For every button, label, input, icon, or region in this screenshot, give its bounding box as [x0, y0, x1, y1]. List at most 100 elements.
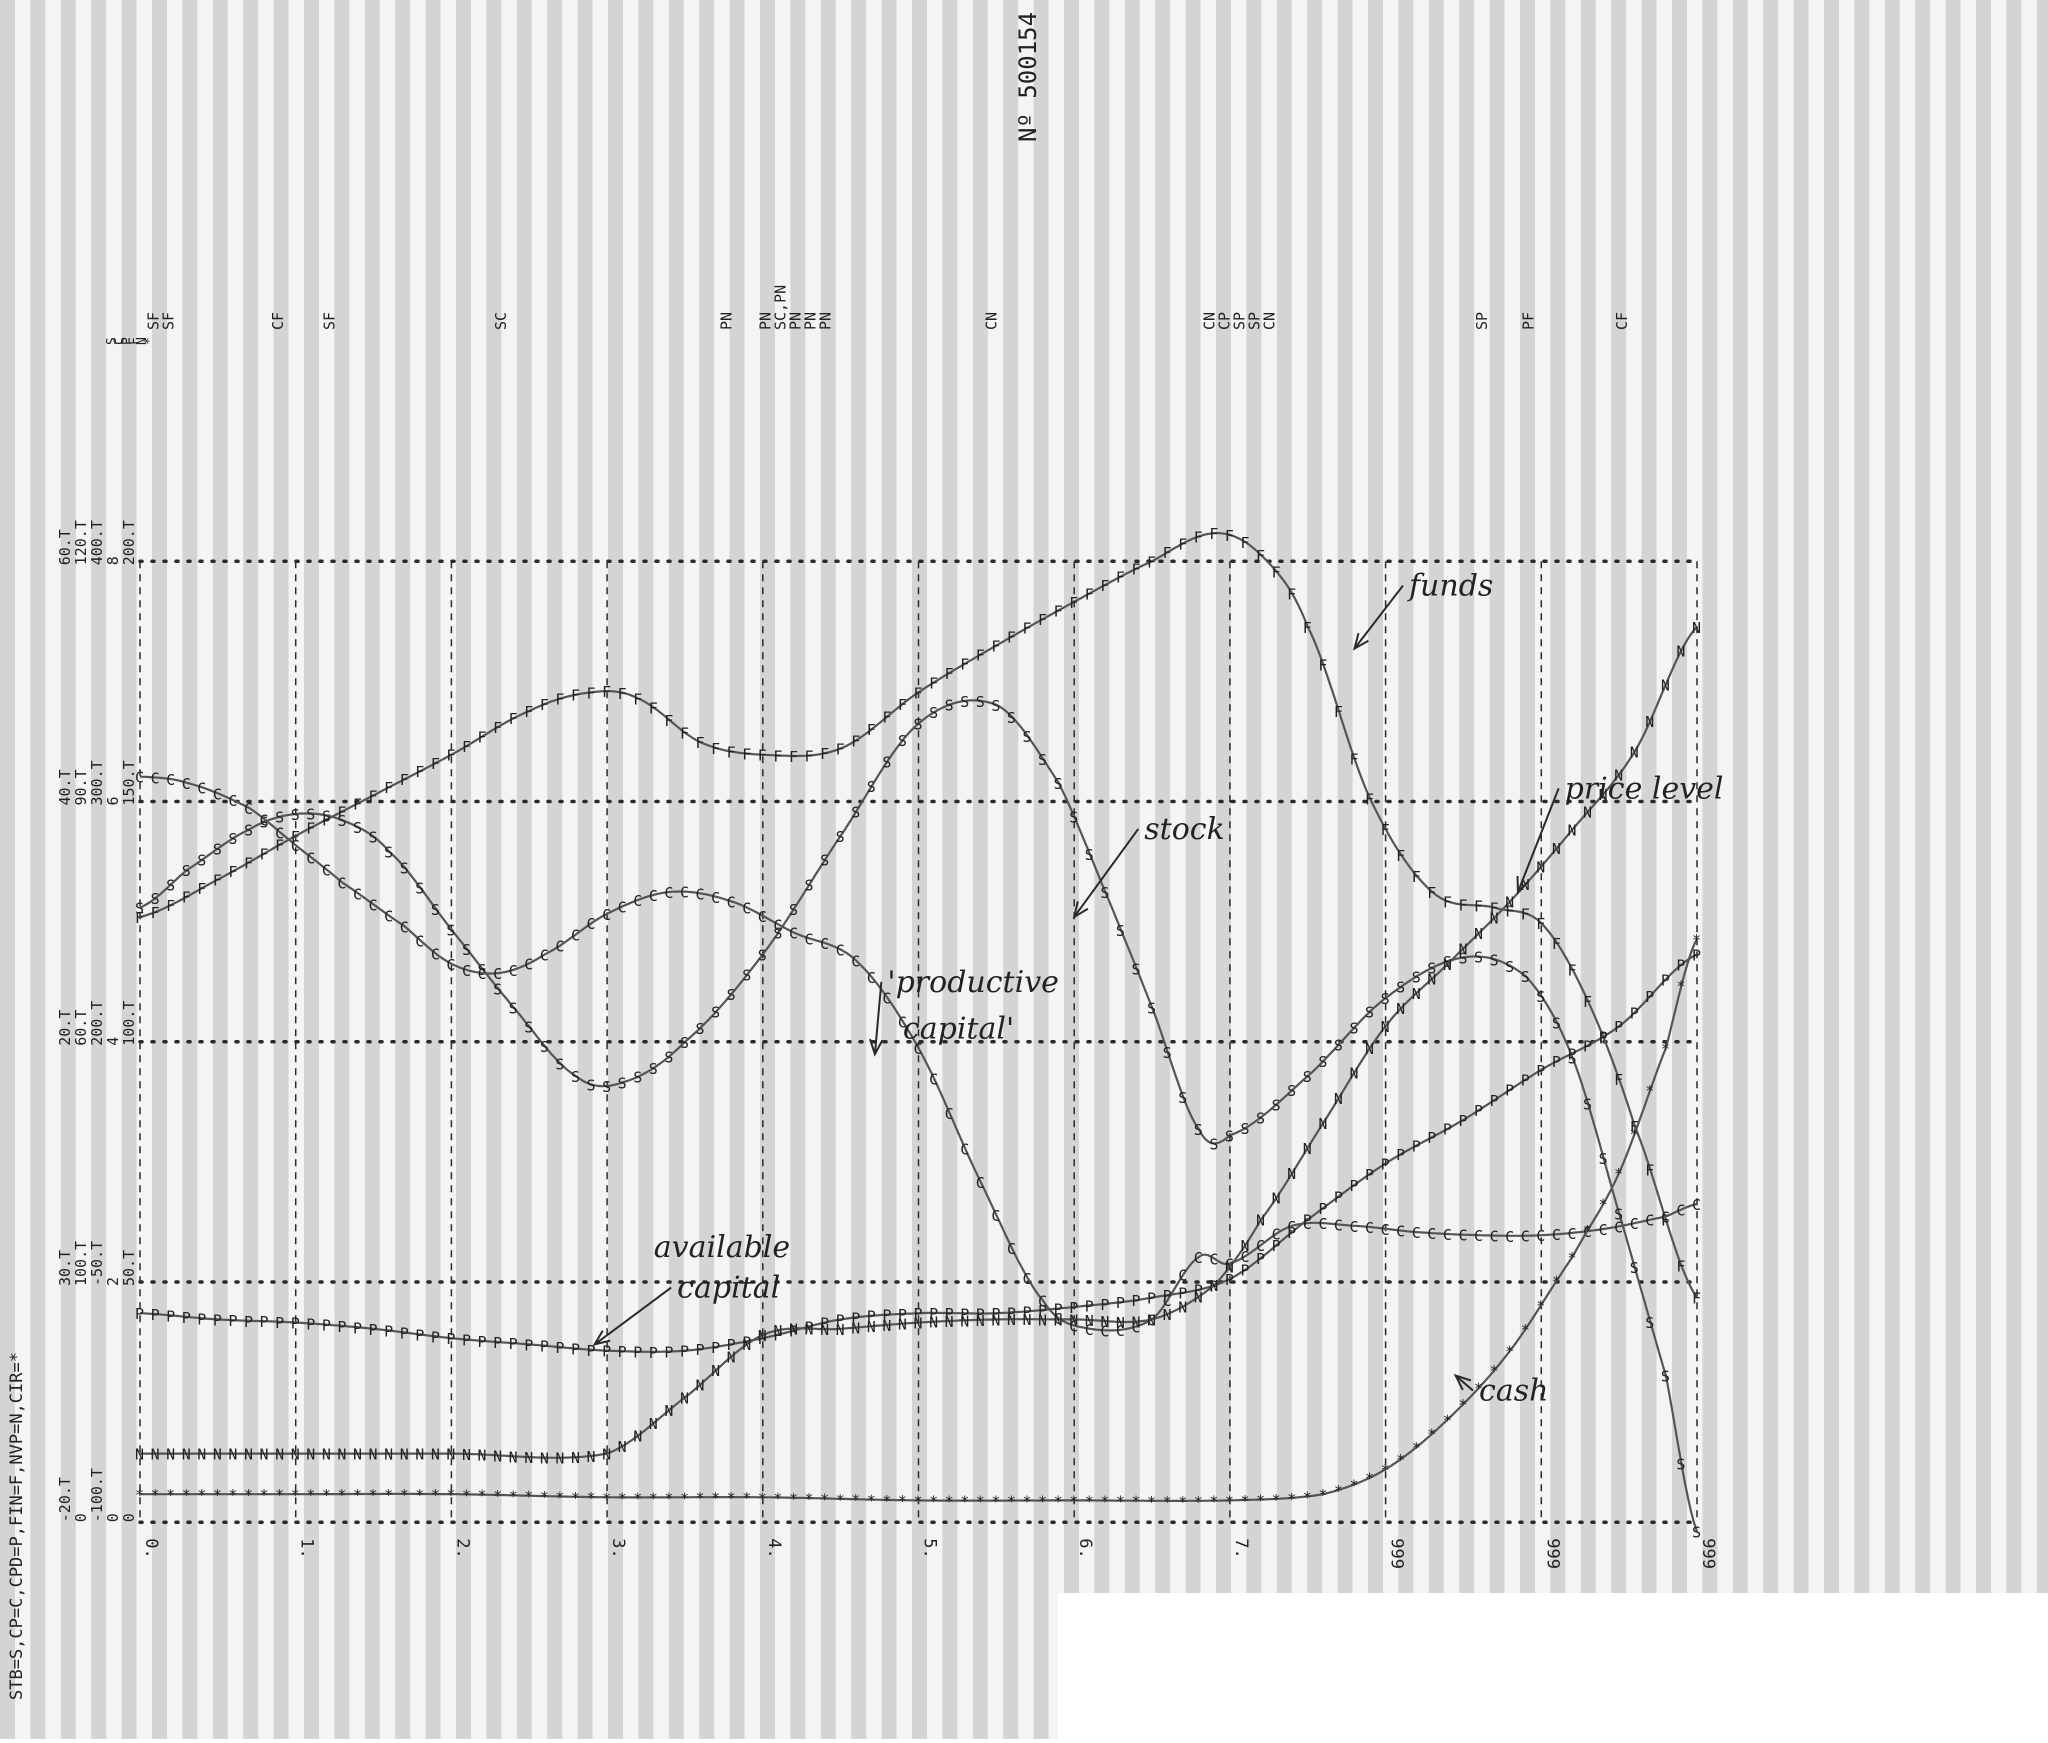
series-marker: F: [1022, 620, 1031, 638]
series-marker: N: [789, 1321, 798, 1339]
series-marker: C: [960, 1141, 969, 1159]
series-marker: N: [135, 1446, 144, 1464]
series-marker: S: [555, 1056, 564, 1074]
series-marker: P: [1458, 1112, 1467, 1130]
y-tick-label: 120.T: [72, 520, 90, 565]
series-marker: S: [882, 753, 891, 771]
series-marker: C: [633, 892, 642, 910]
series-marker: F: [571, 687, 580, 705]
series-marker: F: [633, 691, 642, 709]
series-marker: N: [431, 1446, 440, 1464]
series-marker: C: [680, 884, 689, 902]
series-marker: C: [1007, 1240, 1016, 1258]
series-marker: N: [773, 1322, 782, 1340]
series-marker: F: [291, 828, 300, 846]
series-marker: F: [1381, 821, 1390, 839]
series-marker: S: [696, 1020, 705, 1038]
series-marker: P: [540, 1338, 549, 1356]
series-marker: S: [1614, 1205, 1623, 1223]
event-label: SP: [1245, 312, 1263, 330]
series-marker: F: [213, 872, 222, 890]
series-marker: N: [1007, 1311, 1016, 1329]
series-marker: F: [431, 755, 440, 773]
series-marker: P: [898, 1306, 907, 1324]
series-marker: F: [789, 748, 798, 766]
series-marker: F: [1303, 619, 1312, 637]
stripe: [1398, 0, 1414, 1593]
series-marker: N: [1225, 1259, 1234, 1277]
x-tick-label: 1.: [297, 1538, 317, 1558]
series-marker: P: [166, 1307, 175, 1325]
series-marker: *: [773, 1489, 782, 1507]
series-marker: S: [244, 822, 253, 840]
series-marker: F: [1349, 751, 1358, 769]
series-marker: *: [649, 1489, 658, 1507]
series-marker: P: [1381, 1155, 1390, 1173]
series-marker: C: [1085, 1321, 1094, 1339]
series-marker: S: [291, 806, 300, 824]
series-marker: P: [867, 1308, 876, 1326]
series-marker: N: [1427, 971, 1436, 989]
stripe: [1276, 0, 1292, 1593]
series-marker: N: [820, 1321, 829, 1339]
series-marker: F: [1645, 1162, 1654, 1180]
stripe: [1611, 0, 1627, 1593]
series-marker: C: [664, 884, 673, 902]
series-marker: F: [867, 721, 876, 739]
series-marker: C: [228, 792, 237, 810]
event-label: SC,PN: [772, 285, 790, 330]
series-marker: S: [415, 880, 424, 898]
series-marker: S: [1630, 1259, 1639, 1277]
series-marker: *: [1583, 1222, 1592, 1240]
series-marker: P: [213, 1311, 222, 1329]
series-marker: *: [555, 1488, 564, 1506]
series-marker: C: [1552, 1226, 1561, 1244]
series-marker: F: [306, 820, 315, 838]
series-marker: *: [976, 1493, 985, 1511]
series-marker: F: [1630, 1118, 1639, 1136]
series-marker: N: [1505, 893, 1514, 911]
stripe: [212, 0, 228, 1739]
series-marker: P: [478, 1333, 487, 1351]
series-marker: N: [664, 1402, 673, 1420]
series-marker: *: [197, 1486, 206, 1504]
series-marker: P: [1567, 1045, 1576, 1063]
series-marker: C: [805, 930, 814, 948]
series-marker: S: [664, 1048, 673, 1066]
series-marker: P: [1038, 1302, 1047, 1320]
event-label: CN: [1260, 312, 1278, 330]
series-marker: P: [680, 1343, 689, 1361]
series-marker: P: [1490, 1092, 1499, 1110]
series-marker: *: [1194, 1493, 1203, 1511]
series-marker: P: [882, 1307, 891, 1325]
series-marker: N: [1038, 1311, 1047, 1329]
series-marker: N: [415, 1446, 424, 1464]
series-marker: S: [524, 1019, 533, 1037]
series-marker: *: [696, 1489, 705, 1507]
series-marker: P: [633, 1344, 642, 1362]
series-marker: P: [836, 1311, 845, 1329]
series-marker: *: [1661, 1040, 1670, 1058]
y-tick-label: 200.T: [120, 520, 138, 565]
y-tick-label: 60.T: [56, 529, 74, 565]
y-tick-label: 60.T: [72, 1010, 90, 1046]
series-marker: *: [415, 1486, 424, 1504]
series-marker: N: [1536, 858, 1545, 876]
series-marker: *: [836, 1491, 845, 1509]
y-tick-label: 0: [104, 1513, 122, 1522]
series-marker: *: [1474, 1380, 1483, 1398]
series-marker: C: [1163, 1292, 1172, 1310]
series-marker: N: [1054, 1311, 1063, 1329]
series-marker: S: [509, 999, 518, 1017]
series-marker: C: [1630, 1215, 1639, 1233]
arrow-head: [1453, 1373, 1472, 1391]
series-marker: F: [960, 656, 969, 674]
series-marker: *: [664, 1489, 673, 1507]
series-marker: F: [1209, 525, 1218, 543]
series-marker: N: [976, 1312, 985, 1330]
series-marker: P: [555, 1339, 564, 1357]
series-marker: C: [1599, 1221, 1608, 1239]
stripe: [972, 0, 988, 1739]
x-tick-label: 3.: [608, 1538, 628, 1558]
